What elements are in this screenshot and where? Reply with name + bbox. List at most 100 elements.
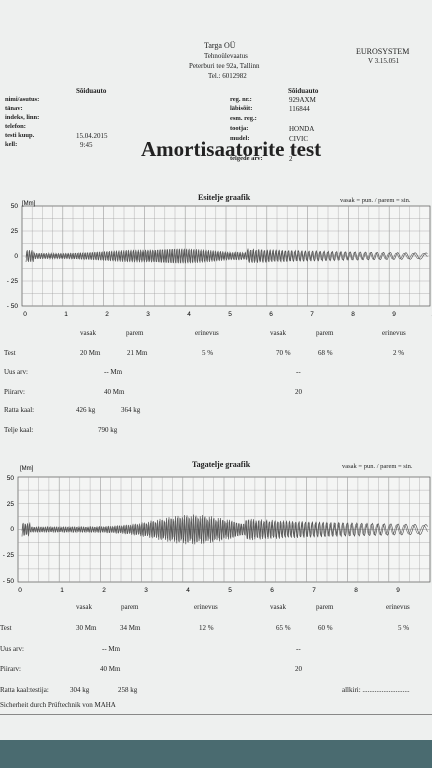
label-test-date: testi kuup.: [5, 132, 35, 139]
report-title: Amortisaatorite test: [141, 137, 322, 161]
vehicle-heading-right: Sõiduauto: [288, 87, 319, 95]
rear-new-pct: --: [296, 645, 301, 653]
value-manufacturer: HONDA: [289, 125, 315, 133]
value-axles: 2: [289, 155, 293, 163]
label-first-reg: esm. reg.:: [230, 115, 257, 122]
rear-test-right-pct: 60 %: [318, 624, 333, 632]
value-mileage: 116844: [289, 105, 310, 113]
rear-test-right: 34 Mm: [120, 624, 141, 632]
rear-chart-title: Tagatelje graafik: [192, 460, 251, 469]
front-test-right: 21 Mm: [127, 349, 148, 357]
printed-report: Targa OÜ Tehnoülevaatus Peterburi tee 92…: [0, 0, 432, 740]
front-col-left-pct: vasak: [270, 329, 286, 337]
front-xtick: 8: [351, 311, 355, 318]
system-version: V 3.15.051: [368, 57, 400, 65]
front-row-wheel-weight-label: Ratta kaal:: [4, 406, 35, 414]
rear-wave-right: [21, 516, 428, 543]
rear-xtick: 4: [186, 587, 190, 594]
company-name: Targa OÜ: [204, 41, 236, 50]
front-xtick: 3: [146, 311, 150, 318]
signature-label: allkiri: ...........................: [342, 686, 410, 694]
label-owner: nimi/asutus:: [5, 96, 40, 103]
rear-xtick: 0: [18, 587, 22, 594]
rear-row-new-label: Uus arv:: [0, 645, 24, 653]
system-name: EUROSYSTEM: [356, 47, 410, 56]
table-surface: [0, 740, 432, 768]
label-model: mudel:: [230, 135, 250, 142]
rear-xtick: 1: [60, 587, 64, 594]
front-ytick-0: 0: [14, 253, 18, 260]
front-xtick: 0: [23, 311, 27, 318]
rear-ytick-neg25: - 25: [3, 552, 15, 559]
front-col-right-pct: parem: [316, 329, 334, 337]
front-wave-left: [25, 248, 428, 264]
rear-test-diff-pct: 5 %: [398, 624, 410, 632]
rear-xtick: 7: [312, 587, 316, 594]
rear-unit-label: [Mm]: [20, 466, 34, 472]
rear-col-right: parem: [121, 603, 139, 611]
rear-wheel-weight-left: 304 kg: [70, 686, 90, 694]
label-manufacturer: tootja:: [230, 125, 249, 132]
label-time: kell:: [5, 141, 18, 148]
front-wheel-weight-left: 426 kg: [76, 406, 96, 414]
front-ytick-25: 25: [11, 228, 19, 235]
front-chart-title: Esitelje graafik: [198, 193, 251, 202]
rear-col-diff-pct: erinevus: [386, 603, 410, 611]
front-row-axle-weight-label: Telje kaal:: [4, 426, 34, 434]
front-col-diff-pct: erinevus: [382, 329, 406, 337]
label-postcode-city: indeks, linn:: [5, 114, 40, 121]
front-xtick: 5: [228, 311, 232, 318]
front-test-diff-pct: 2 %: [393, 349, 405, 357]
label-reg-nr: reg. nr.:: [230, 96, 252, 103]
front-xtick: 4: [187, 311, 191, 318]
front-axle-chart: [Mm] 50 25 0 - 25 - 50 012345678910: [7, 201, 432, 318]
rear-wave-left: [21, 514, 428, 545]
rear-col-diff: erinevus: [194, 603, 218, 611]
value-time: 9:45: [80, 141, 93, 149]
rear-ytick-25: 25: [7, 501, 15, 508]
front-wave-right: [25, 249, 428, 263]
footer-credit: Sicherheit durch Prüftechnik von MAHA: [0, 701, 116, 709]
rear-col-left-pct: vasak: [270, 603, 286, 611]
rear-xtick: 9: [396, 587, 400, 594]
front-new-pct: --: [296, 368, 301, 376]
rear-axle-chart: [Mm] 50 25 0 - 25 - 50 0 1 2 3 4 5 6 7 8 9: [3, 466, 431, 594]
company-phone: Tel.: 6012982: [208, 72, 247, 80]
rear-xticks: 0 1 2 3 4 5 6 7 8 9: [18, 587, 400, 594]
front-xticks: 012345678910: [23, 311, 432, 318]
front-chart-legend: vasak = pun. / parem = sin.: [340, 197, 411, 204]
front-ytick-neg25: - 25: [7, 278, 19, 285]
front-ytick-50: 50: [11, 203, 19, 210]
front-test-diff: 5 %: [202, 349, 214, 357]
rear-xtick: 3: [144, 587, 148, 594]
front-limit-mm: 40 Mm: [104, 388, 125, 396]
rear-new-mm: -- Mm: [102, 645, 121, 653]
front-new-mm: -- Mm: [104, 368, 123, 376]
rear-col-right-pct: parem: [316, 603, 334, 611]
value-model: CIVIC: [289, 135, 309, 143]
label-phone: telefon:: [5, 123, 26, 130]
company-subtitle: Tehnoülevaatus: [204, 52, 248, 60]
front-xtick: 9: [392, 311, 396, 318]
company-address: Peterburi tee 92a, Tallinn: [189, 62, 260, 70]
rear-xtick: 8: [354, 587, 358, 594]
footer-divider: [0, 714, 432, 715]
front-test-left: 20 Mm: [80, 349, 101, 357]
front-axle-weight: 790 kg: [98, 426, 118, 434]
rear-row-test-label: Test: [0, 624, 12, 632]
rear-row-wheel-weight-label: Ratta kaal:testija:: [0, 686, 49, 694]
rear-ytick-0: 0: [10, 526, 14, 533]
rear-limit-pct: 20: [295, 665, 302, 673]
label-mileage: läbisõit:: [230, 105, 253, 112]
value-test-date: 15.04.2015: [76, 132, 108, 140]
rear-test-left-pct: 65 %: [276, 624, 291, 632]
label-street: tänav:: [5, 105, 23, 112]
rear-xtick: 2: [102, 587, 106, 594]
front-xtick: 7: [310, 311, 314, 318]
rear-wheel-weight-right: 258 kg: [118, 686, 138, 694]
front-col-right: parem: [126, 329, 144, 337]
front-col-left: vasak: [80, 329, 96, 337]
rear-xtick: 6: [270, 587, 274, 594]
rear-test-diff: 12 %: [199, 624, 214, 632]
front-unit-label: [Mm]: [22, 201, 36, 207]
